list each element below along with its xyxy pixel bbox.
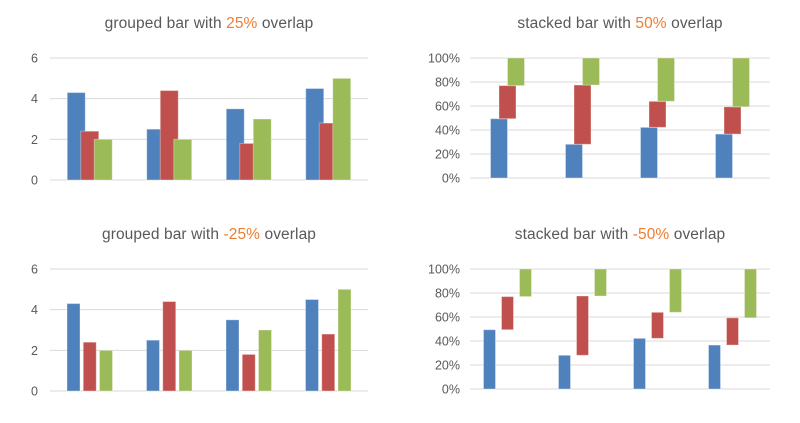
y-tick-label: 0% — [442, 383, 460, 397]
chart-title-text: grouped bar with — [101, 226, 224, 243]
green-bar — [93, 138, 113, 181]
blue-bar — [305, 299, 319, 392]
chart-title: stacked bar with 50% overlap — [400, 14, 800, 33]
y-tick-label: 2 — [31, 344, 38, 358]
blue-bar — [715, 133, 733, 179]
y-tick-label: 6 — [31, 263, 38, 277]
y-tick-label: 0 — [31, 174, 38, 188]
y-tick-label: 80% — [435, 287, 460, 301]
chart-title: grouped bar with 25% overlap — [0, 14, 400, 33]
stacked-bar-chart-canvas: 0% 20% 40% 60% 80% 100% — [428, 263, 770, 397]
red-bar — [82, 341, 97, 392]
blue-bar — [225, 319, 240, 392]
red-bar — [726, 317, 739, 346]
chart-title-text: stacked bar with — [514, 226, 633, 243]
chart-panel-stacked-50: stacked bar with 50% overlap 0% 20% 40% 60%… — [400, 0, 800, 211]
blue-bar — [558, 354, 571, 390]
red-bar — [723, 106, 742, 135]
green-bar — [732, 57, 750, 108]
red-bar — [501, 296, 514, 331]
green-bar — [99, 349, 113, 392]
chart-panel-grouped-neg25: grouped bar with -25% overlap 0 2 4 6 — [0, 211, 400, 423]
chart-title-text: overlap — [257, 15, 314, 32]
green-bar — [252, 118, 272, 181]
y-tick-label: 100% — [428, 52, 460, 66]
green-bar — [507, 57, 525, 87]
blue-bar — [633, 337, 646, 390]
chart-title-highlight: 25% — [226, 15, 258, 32]
chart-title-highlight: -25% — [223, 226, 261, 243]
green-bar — [519, 268, 532, 298]
chart-title-highlight: 50% — [635, 15, 667, 32]
green-bar — [332, 77, 352, 181]
green-bar — [173, 138, 193, 181]
y-tick-label: 40% — [435, 124, 460, 138]
blue-bar — [66, 303, 81, 392]
chart-title-text: grouped bar with — [104, 15, 227, 32]
green-bar — [669, 268, 682, 313]
y-tick-label: 4 — [31, 303, 38, 317]
red-bar — [573, 84, 592, 145]
red-bar — [498, 85, 517, 120]
y-tick-label: 0 — [31, 385, 38, 399]
grouped-bar-chart-canvas: 0 2 4 6 — [31, 263, 368, 399]
y-tick-label: 60% — [435, 100, 460, 114]
blue-bar — [565, 143, 583, 179]
blue-bar — [708, 344, 721, 390]
y-tick-label: 2 — [31, 133, 38, 147]
green-bar — [337, 288, 352, 392]
chart-title-text: overlap — [666, 15, 723, 32]
blue-bar — [146, 339, 160, 392]
y-tick-label: 6 — [31, 52, 38, 66]
chart-title-text: overlap — [669, 226, 726, 243]
chart-title: stacked bar with -50% overlap — [400, 225, 800, 244]
blue-bar — [490, 118, 508, 179]
y-tick-label: 40% — [435, 335, 460, 349]
chart-panel-grouped-25: grouped bar with 25% overlap 0 2 4 6 — [0, 0, 400, 211]
red-bar — [241, 353, 256, 392]
stacked-bar-chart-canvas: 0% 20% 40% 60% 80% 100% — [428, 52, 770, 186]
chart-title: grouped bar with -25% overlap — [0, 225, 400, 244]
green-bar — [178, 349, 193, 392]
red-bar — [321, 333, 336, 392]
y-tick-label: 20% — [435, 148, 460, 162]
y-tick-label: 0% — [442, 172, 460, 186]
green-bar — [744, 268, 757, 319]
y-tick-label: 20% — [435, 359, 460, 373]
green-bar — [582, 57, 600, 86]
chart-title-highlight: -50% — [632, 226, 670, 243]
grouped-bar-chart-canvas: 0 2 4 6 — [31, 52, 368, 188]
blue-bar — [483, 329, 496, 390]
y-tick-label: 80% — [435, 76, 460, 90]
y-tick-label: 4 — [31, 92, 38, 106]
red-bar — [648, 100, 667, 128]
chart-title-text: stacked bar with — [517, 15, 636, 32]
y-tick-label: 100% — [428, 263, 460, 277]
chart-title-text: overlap — [260, 226, 317, 243]
y-tick-label: 60% — [435, 311, 460, 325]
green-bar — [657, 57, 675, 102]
green-bar — [594, 268, 607, 297]
red-bar — [576, 295, 589, 356]
blue-bar — [640, 126, 658, 179]
chart-panel-stacked-neg50: stacked bar with -50% overlap 0% 20% 40% 60… — [400, 211, 800, 423]
green-bar — [258, 329, 272, 392]
red-bar — [162, 301, 177, 392]
red-bar — [651, 311, 664, 339]
